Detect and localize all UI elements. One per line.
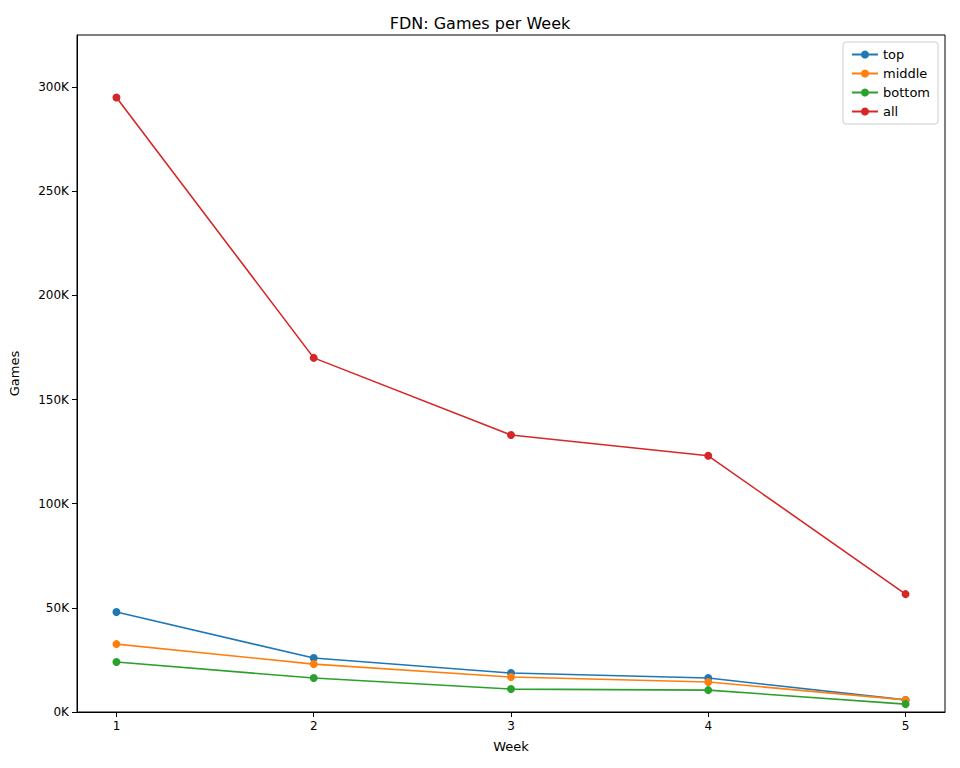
svg-text:300K: 300K bbox=[38, 80, 70, 94]
svg-text:5: 5 bbox=[902, 719, 910, 733]
svg-text:Games: Games bbox=[7, 351, 22, 397]
svg-text:150K: 150K bbox=[38, 393, 70, 407]
svg-text:4: 4 bbox=[704, 719, 712, 733]
svg-text:3: 3 bbox=[507, 719, 515, 733]
svg-text:2: 2 bbox=[310, 719, 318, 733]
svg-text:middle: middle bbox=[883, 66, 927, 81]
svg-text:all: all bbox=[883, 104, 898, 119]
svg-text:FDN: Games per Week: FDN: Games per Week bbox=[390, 14, 571, 33]
svg-text:1: 1 bbox=[113, 719, 121, 733]
svg-text:top: top bbox=[883, 47, 904, 62]
svg-text:Week: Week bbox=[493, 739, 529, 754]
svg-text:bottom: bottom bbox=[883, 85, 930, 100]
svg-text:200K: 200K bbox=[38, 288, 70, 302]
svg-text:50K: 50K bbox=[46, 601, 70, 615]
svg-text:250K: 250K bbox=[38, 184, 70, 198]
svg-text:100K: 100K bbox=[38, 497, 70, 511]
svg-text:0K: 0K bbox=[53, 705, 70, 719]
